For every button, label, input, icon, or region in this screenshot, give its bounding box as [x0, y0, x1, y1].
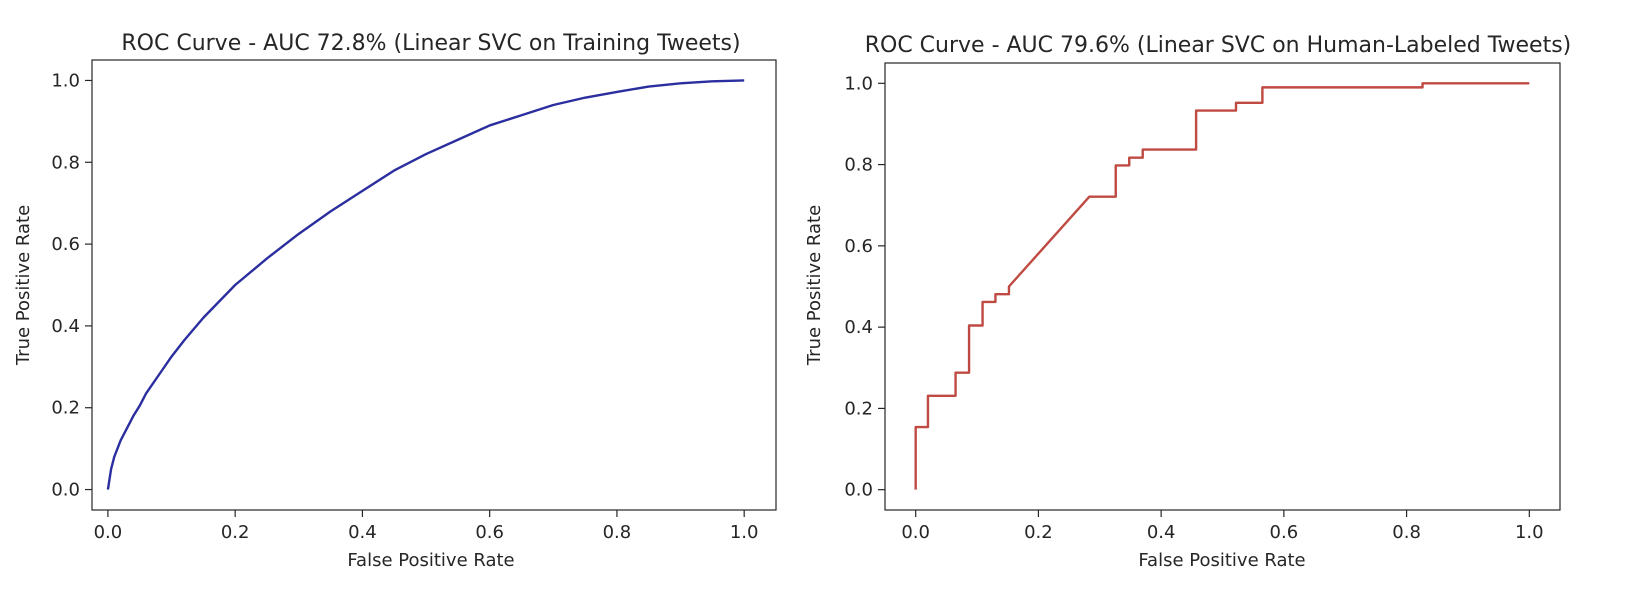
y-tick-label: 1.0 — [51, 70, 80, 91]
chart-title: ROC Curve - AUC 79.6% (Linear SVC on Hum… — [865, 33, 1572, 58]
x-tick-label: 0.0 — [901, 522, 930, 543]
series-layer — [914, 82, 1530, 490]
y-tick-label: 0.4 — [844, 317, 873, 338]
roc-curve-line — [106, 79, 745, 490]
x-tick-label: 1.0 — [1515, 522, 1544, 543]
plot-frame — [884, 62, 1561, 511]
y-axis-label: True Positive Rate — [13, 205, 34, 366]
roc-chart-human-labeled: ROC Curve - AUC 79.6% (Linear SVC on Hum… — [804, 33, 1571, 571]
roc-curve-line — [914, 82, 1530, 490]
series-layer — [106, 79, 745, 490]
x-ticks: 0.0 0.2 0.4 0.6 0.8 1.0 — [901, 510, 1544, 543]
x-tick-label: 0.8 — [1392, 522, 1421, 543]
y-tick-label: 0.2 — [51, 398, 80, 419]
y-tick-label: 0.6 — [844, 236, 873, 257]
x-tick-label: 0.6 — [475, 522, 504, 543]
x-ticks: 0.0 0.2 0.4 0.6 0.8 1.0 — [94, 510, 759, 543]
x-tick-label: 0.0 — [94, 522, 123, 543]
x-tick-label: 1.0 — [730, 522, 759, 543]
x-tick-label: 0.2 — [1024, 522, 1053, 543]
x-axis-label: False Positive Rate — [1138, 550, 1305, 571]
y-tick-label: 0.4 — [51, 316, 80, 337]
y-tick-label: 0.8 — [51, 152, 80, 173]
y-tick-label: 1.0 — [844, 73, 873, 94]
y-ticks: 0.0 0.2 0.4 0.6 0.8 1.0 — [844, 73, 885, 501]
y-axis-label: True Positive Rate — [804, 205, 825, 366]
x-tick-label: 0.8 — [603, 522, 632, 543]
y-tick-label: 0.2 — [844, 398, 873, 419]
plot-frame — [91, 59, 777, 511]
x-tick-label: 0.4 — [1147, 522, 1176, 543]
y-tick-label: 0.0 — [51, 480, 80, 501]
y-tick-label: 0.8 — [844, 155, 873, 176]
y-tick-label: 0.6 — [51, 234, 80, 255]
x-tick-label: 0.6 — [1270, 522, 1299, 543]
chart-title: ROC Curve - AUC 72.8% (Linear SVC on Tra… — [121, 31, 740, 56]
y-ticks: 0.0 0.2 0.4 0.6 0.8 1.0 — [51, 70, 92, 501]
roc-chart-training: ROC Curve - AUC 72.8% (Linear SVC on Tra… — [13, 31, 777, 571]
x-tick-label: 0.2 — [221, 522, 250, 543]
x-tick-label: 0.4 — [348, 522, 377, 543]
y-tick-label: 0.0 — [844, 480, 873, 501]
x-axis-label: False Positive Rate — [347, 550, 514, 571]
